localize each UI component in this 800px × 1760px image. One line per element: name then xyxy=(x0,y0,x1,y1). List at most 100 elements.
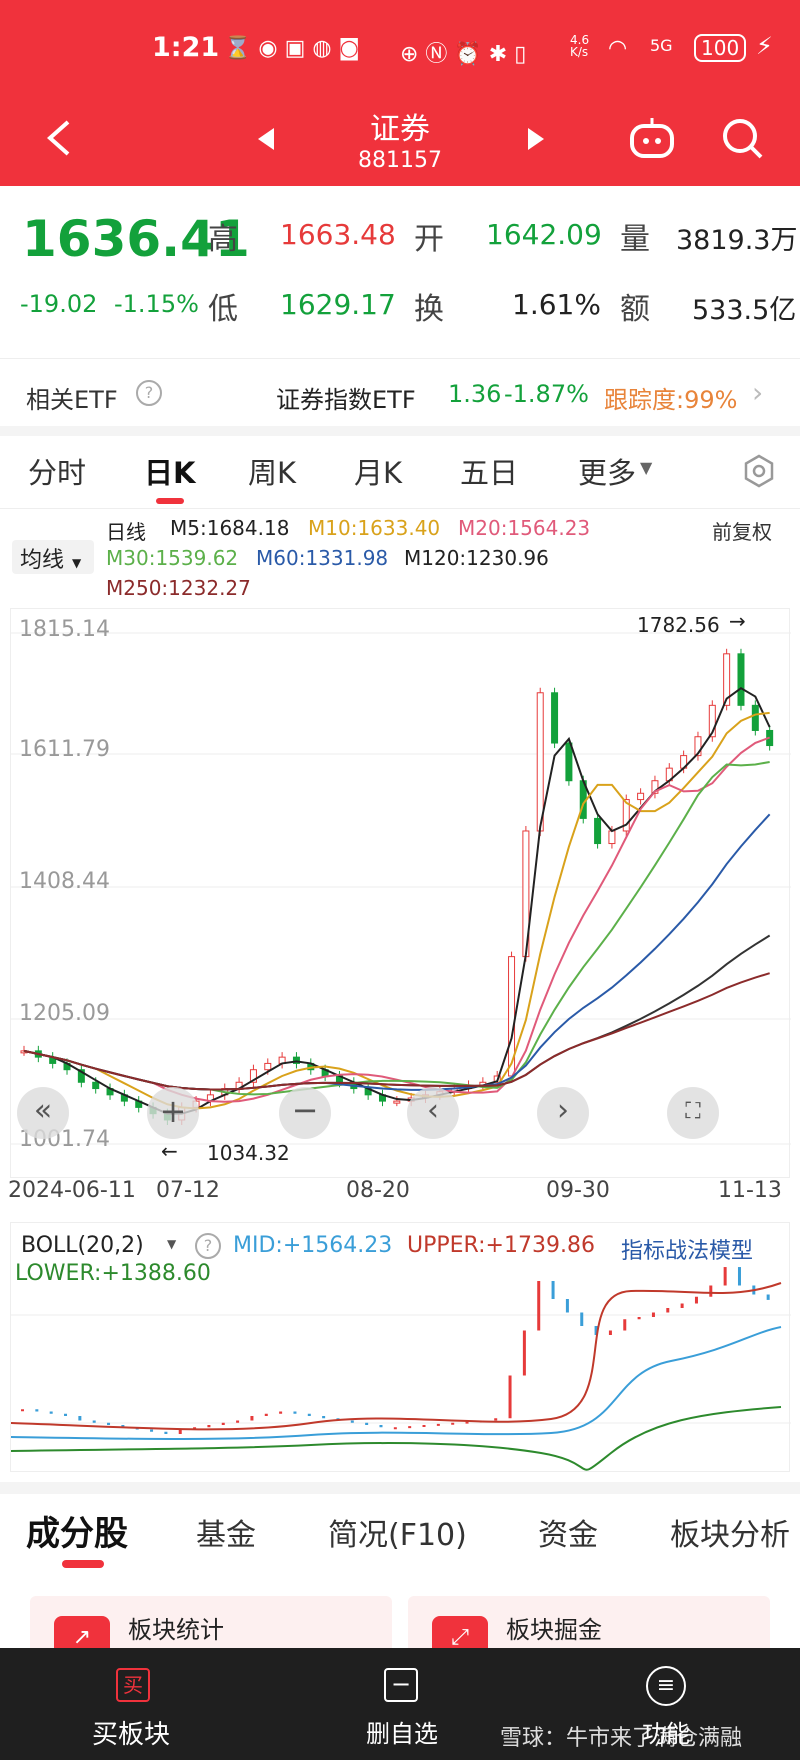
turnover-value: 1.61% xyxy=(512,288,601,321)
ma-line-m250 xyxy=(23,972,770,1091)
y-tick: 1408.44 xyxy=(19,869,110,894)
active-tab-indicator xyxy=(62,1560,104,1568)
boll-candle xyxy=(580,1312,584,1326)
indicator-model-link[interactable]: 指标战法模型 xyxy=(621,1239,754,1264)
tab-f10[interactable]: 简况(F10) xyxy=(328,1518,467,1553)
boll-candle xyxy=(350,1420,354,1423)
related-etf-row[interactable]: 相关ETF ? 证券指数ETF 1.36 -1.87% 跟踪度:99% › xyxy=(0,360,800,430)
boll-candle xyxy=(264,1413,268,1416)
boll-candle xyxy=(121,1425,125,1428)
boll-mid: MID:+1564.23 xyxy=(233,1233,393,1258)
boll-candle xyxy=(594,1326,598,1335)
boll-candle xyxy=(21,1409,24,1412)
kline-chart[interactable]: 1815.14 1611.79 1408.44 1205.09 1001.74 … xyxy=(10,608,791,1178)
tab-monthly-k[interactable]: 月K xyxy=(354,456,403,490)
boll-candle xyxy=(178,1429,182,1434)
boll-candle xyxy=(221,1422,225,1425)
tab-more[interactable]: 更多 xyxy=(578,456,637,490)
boll-candle xyxy=(250,1416,254,1421)
scroll-left-button[interactable]: ‹ xyxy=(407,1087,459,1139)
high-value: 1663.48 xyxy=(280,218,396,251)
more-functions-label: 功能 xyxy=(642,1720,690,1748)
fullscreen-button[interactable]: ⛶ xyxy=(667,1087,719,1139)
back-icon[interactable] xyxy=(44,118,74,158)
turnover-label: 换 xyxy=(414,292,444,327)
tab-weekly-k[interactable]: 周K xyxy=(248,456,297,490)
candle xyxy=(77,1069,85,1083)
x-tick: 07-12 xyxy=(156,1178,220,1203)
low-value: 1629.17 xyxy=(280,288,396,321)
adjust-mode[interactable]: 前复权 xyxy=(712,520,772,544)
tab-sector-analysis[interactable]: 板块分析 xyxy=(670,1518,790,1553)
low-label: 低 xyxy=(208,292,238,327)
tab-daily-k[interactable]: 日K xyxy=(144,456,196,490)
boll-candle xyxy=(666,1308,670,1313)
stock-code: 881157 xyxy=(358,148,442,173)
ma-selector[interactable]: 均线 ▼ xyxy=(12,540,94,574)
ma-line-m60 xyxy=(23,813,771,1091)
search-icon[interactable] xyxy=(720,116,764,160)
scroll-left-fast-button[interactable]: « xyxy=(17,1087,69,1139)
candle xyxy=(551,692,559,744)
boll-candle xyxy=(551,1281,555,1299)
zoom-out-button[interactable]: − xyxy=(279,1087,331,1139)
low-marker-arrow: ← xyxy=(161,1139,178,1163)
help-icon[interactable]: ? xyxy=(195,1233,221,1259)
etf-price: 1.36 xyxy=(448,380,502,408)
boll-lower: LOWER:+1388.60 xyxy=(15,1261,211,1286)
boll-svg xyxy=(11,1267,791,1471)
legend-m10: M10:1633.40 xyxy=(308,516,441,540)
tab-five-day[interactable]: 五日 xyxy=(460,456,519,490)
tab-intraday[interactable]: 分时 xyxy=(28,456,87,490)
more-functions-button[interactable]: ≡ 功能 xyxy=(630,1648,750,1760)
boll-candle xyxy=(35,1409,39,1412)
candle xyxy=(393,1100,401,1104)
boll-candle xyxy=(637,1317,641,1320)
high-marker-arrow: → xyxy=(729,609,746,633)
boll-candle xyxy=(422,1425,426,1427)
robot-assistant-icon[interactable] xyxy=(628,116,676,160)
x-tick: 2024-06-11 xyxy=(8,1178,136,1203)
boll-chart[interactable]: BOLL(20,2) ▼ ? MID:+1564.23 UPPER:+1739.… xyxy=(10,1222,791,1472)
buy-icon: 买 xyxy=(116,1668,150,1702)
help-icon[interactable]: ? xyxy=(136,380,162,406)
divider xyxy=(0,358,800,359)
candle xyxy=(651,780,659,794)
scroll-right-button[interactable]: › xyxy=(537,1087,589,1139)
gridlines xyxy=(11,632,791,1145)
volume-label: 量 xyxy=(620,222,650,257)
ma-selector-label: 均线 xyxy=(20,548,65,573)
boll-selector[interactable]: BOLL(20,2) xyxy=(21,1233,144,1258)
card-label: 板块掘金 xyxy=(506,1616,602,1644)
boll-candle xyxy=(379,1425,383,1428)
boll-candle xyxy=(408,1426,412,1429)
boll-candle xyxy=(766,1294,770,1300)
settings-icon[interactable] xyxy=(742,454,776,488)
candle xyxy=(92,1081,100,1090)
dropdown-icon: ▼ xyxy=(167,1237,177,1251)
boll-candle xyxy=(465,1421,469,1424)
zoom-in-button[interactable]: + xyxy=(147,1087,199,1139)
tab-constituents[interactable]: 成分股 xyxy=(26,1514,128,1554)
battery-icon: 100 xyxy=(694,34,747,62)
price-change-pct: -1.15% xyxy=(114,290,199,318)
next-stock-icon[interactable] xyxy=(526,126,546,152)
remove-watchlist-button[interactable]: − 删自选 xyxy=(360,1648,480,1760)
buy-sector-button[interactable]: 买 买板块 xyxy=(92,1648,230,1760)
section-gap xyxy=(0,1482,800,1494)
boll-candle xyxy=(207,1425,211,1428)
boll-candle xyxy=(92,1420,96,1423)
etf-label: 相关ETF xyxy=(26,386,118,414)
price-change: -19.02 xyxy=(20,290,98,318)
prev-stock-icon[interactable] xyxy=(256,126,276,152)
candle xyxy=(637,792,645,801)
candle xyxy=(264,1062,272,1071)
tab-capital[interactable]: 资金 xyxy=(538,1518,598,1553)
boll-candle xyxy=(565,1299,569,1313)
tab-funds[interactable]: 基金 xyxy=(196,1518,256,1553)
candle xyxy=(292,1056,300,1064)
system-icons: ⊕ Ⓝ ⏰ ✱ ▯ xyxy=(400,42,527,67)
section-gap xyxy=(0,426,800,436)
boll-candle xyxy=(709,1285,713,1297)
candle xyxy=(737,653,745,706)
